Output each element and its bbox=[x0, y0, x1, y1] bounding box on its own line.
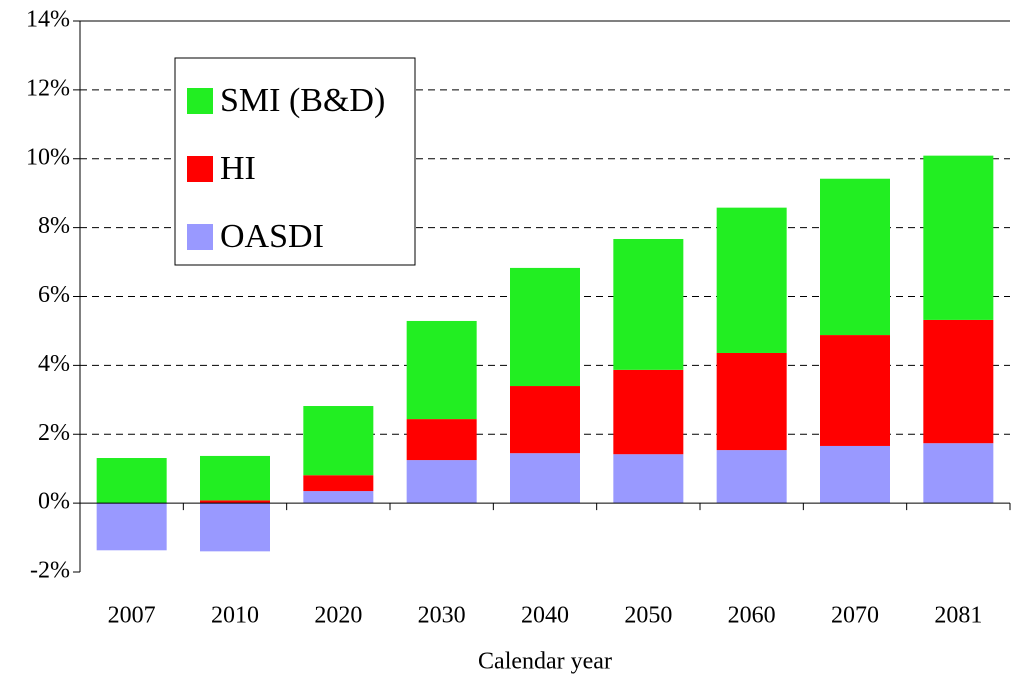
x-tick-label: 2081 bbox=[934, 603, 982, 629]
legend-swatch bbox=[187, 88, 213, 114]
legend-swatch bbox=[187, 224, 213, 250]
bar-segment bbox=[923, 155, 994, 320]
bar-segment bbox=[613, 369, 684, 455]
bar-segment bbox=[613, 238, 684, 370]
legend: SMI (B&D) HI OASDI bbox=[174, 57, 416, 266]
x-tick-label: 2007 bbox=[108, 603, 156, 629]
x-tick-label: 2030 bbox=[418, 603, 466, 629]
bar-segment bbox=[716, 207, 787, 353]
legend-label: HI bbox=[220, 150, 256, 187]
bar-segment bbox=[820, 178, 890, 336]
bar-segment bbox=[923, 319, 994, 444]
y-tick-label: 12% bbox=[26, 75, 70, 101]
legend-box bbox=[174, 57, 416, 266]
y-tick-label: 14% bbox=[26, 7, 70, 33]
x-tick-label: 2050 bbox=[624, 603, 672, 629]
bar-segment bbox=[406, 460, 477, 504]
x-tick-label: 2070 bbox=[831, 603, 879, 629]
bar-segment bbox=[820, 335, 890, 446]
bar-segment bbox=[303, 491, 374, 504]
bar-segment bbox=[96, 503, 167, 551]
x-axis-label: Calendar year bbox=[478, 649, 612, 675]
legend-swatch bbox=[187, 156, 213, 182]
y-tick-label: 0% bbox=[38, 489, 70, 515]
y-tick-label: 10% bbox=[26, 144, 70, 170]
y-tick-label: 6% bbox=[38, 282, 70, 308]
bar-segment bbox=[510, 453, 580, 504]
y-tick-label: 4% bbox=[38, 351, 70, 377]
bar-segment bbox=[510, 386, 580, 454]
bar-segment bbox=[96, 458, 167, 504]
bar-segment bbox=[406, 320, 477, 420]
bar-segment bbox=[200, 455, 270, 501]
bar-segment bbox=[200, 503, 270, 552]
bar-segment bbox=[200, 500, 270, 504]
bar-segment bbox=[303, 406, 374, 476]
y-tick-label: -2% bbox=[30, 558, 70, 584]
bar-segment bbox=[510, 267, 580, 387]
bar-segment bbox=[820, 445, 890, 504]
y-tick-label: 8% bbox=[38, 213, 70, 239]
bar-segment bbox=[303, 475, 374, 492]
x-tick-label: 2010 bbox=[211, 603, 259, 629]
bar-segment bbox=[923, 443, 994, 504]
legend-label: OASDI bbox=[220, 218, 324, 255]
bar-segment bbox=[613, 454, 684, 504]
bar-segment bbox=[716, 352, 787, 451]
legend-label: SMI (B&D) bbox=[220, 82, 385, 119]
bar-segment bbox=[406, 419, 477, 461]
x-tick-label: 2020 bbox=[314, 603, 362, 629]
x-tick-label: 2040 bbox=[521, 603, 569, 629]
y-tick-label: 2% bbox=[38, 420, 70, 446]
x-tick-label: 2060 bbox=[728, 603, 776, 629]
bar-segment bbox=[716, 450, 787, 504]
